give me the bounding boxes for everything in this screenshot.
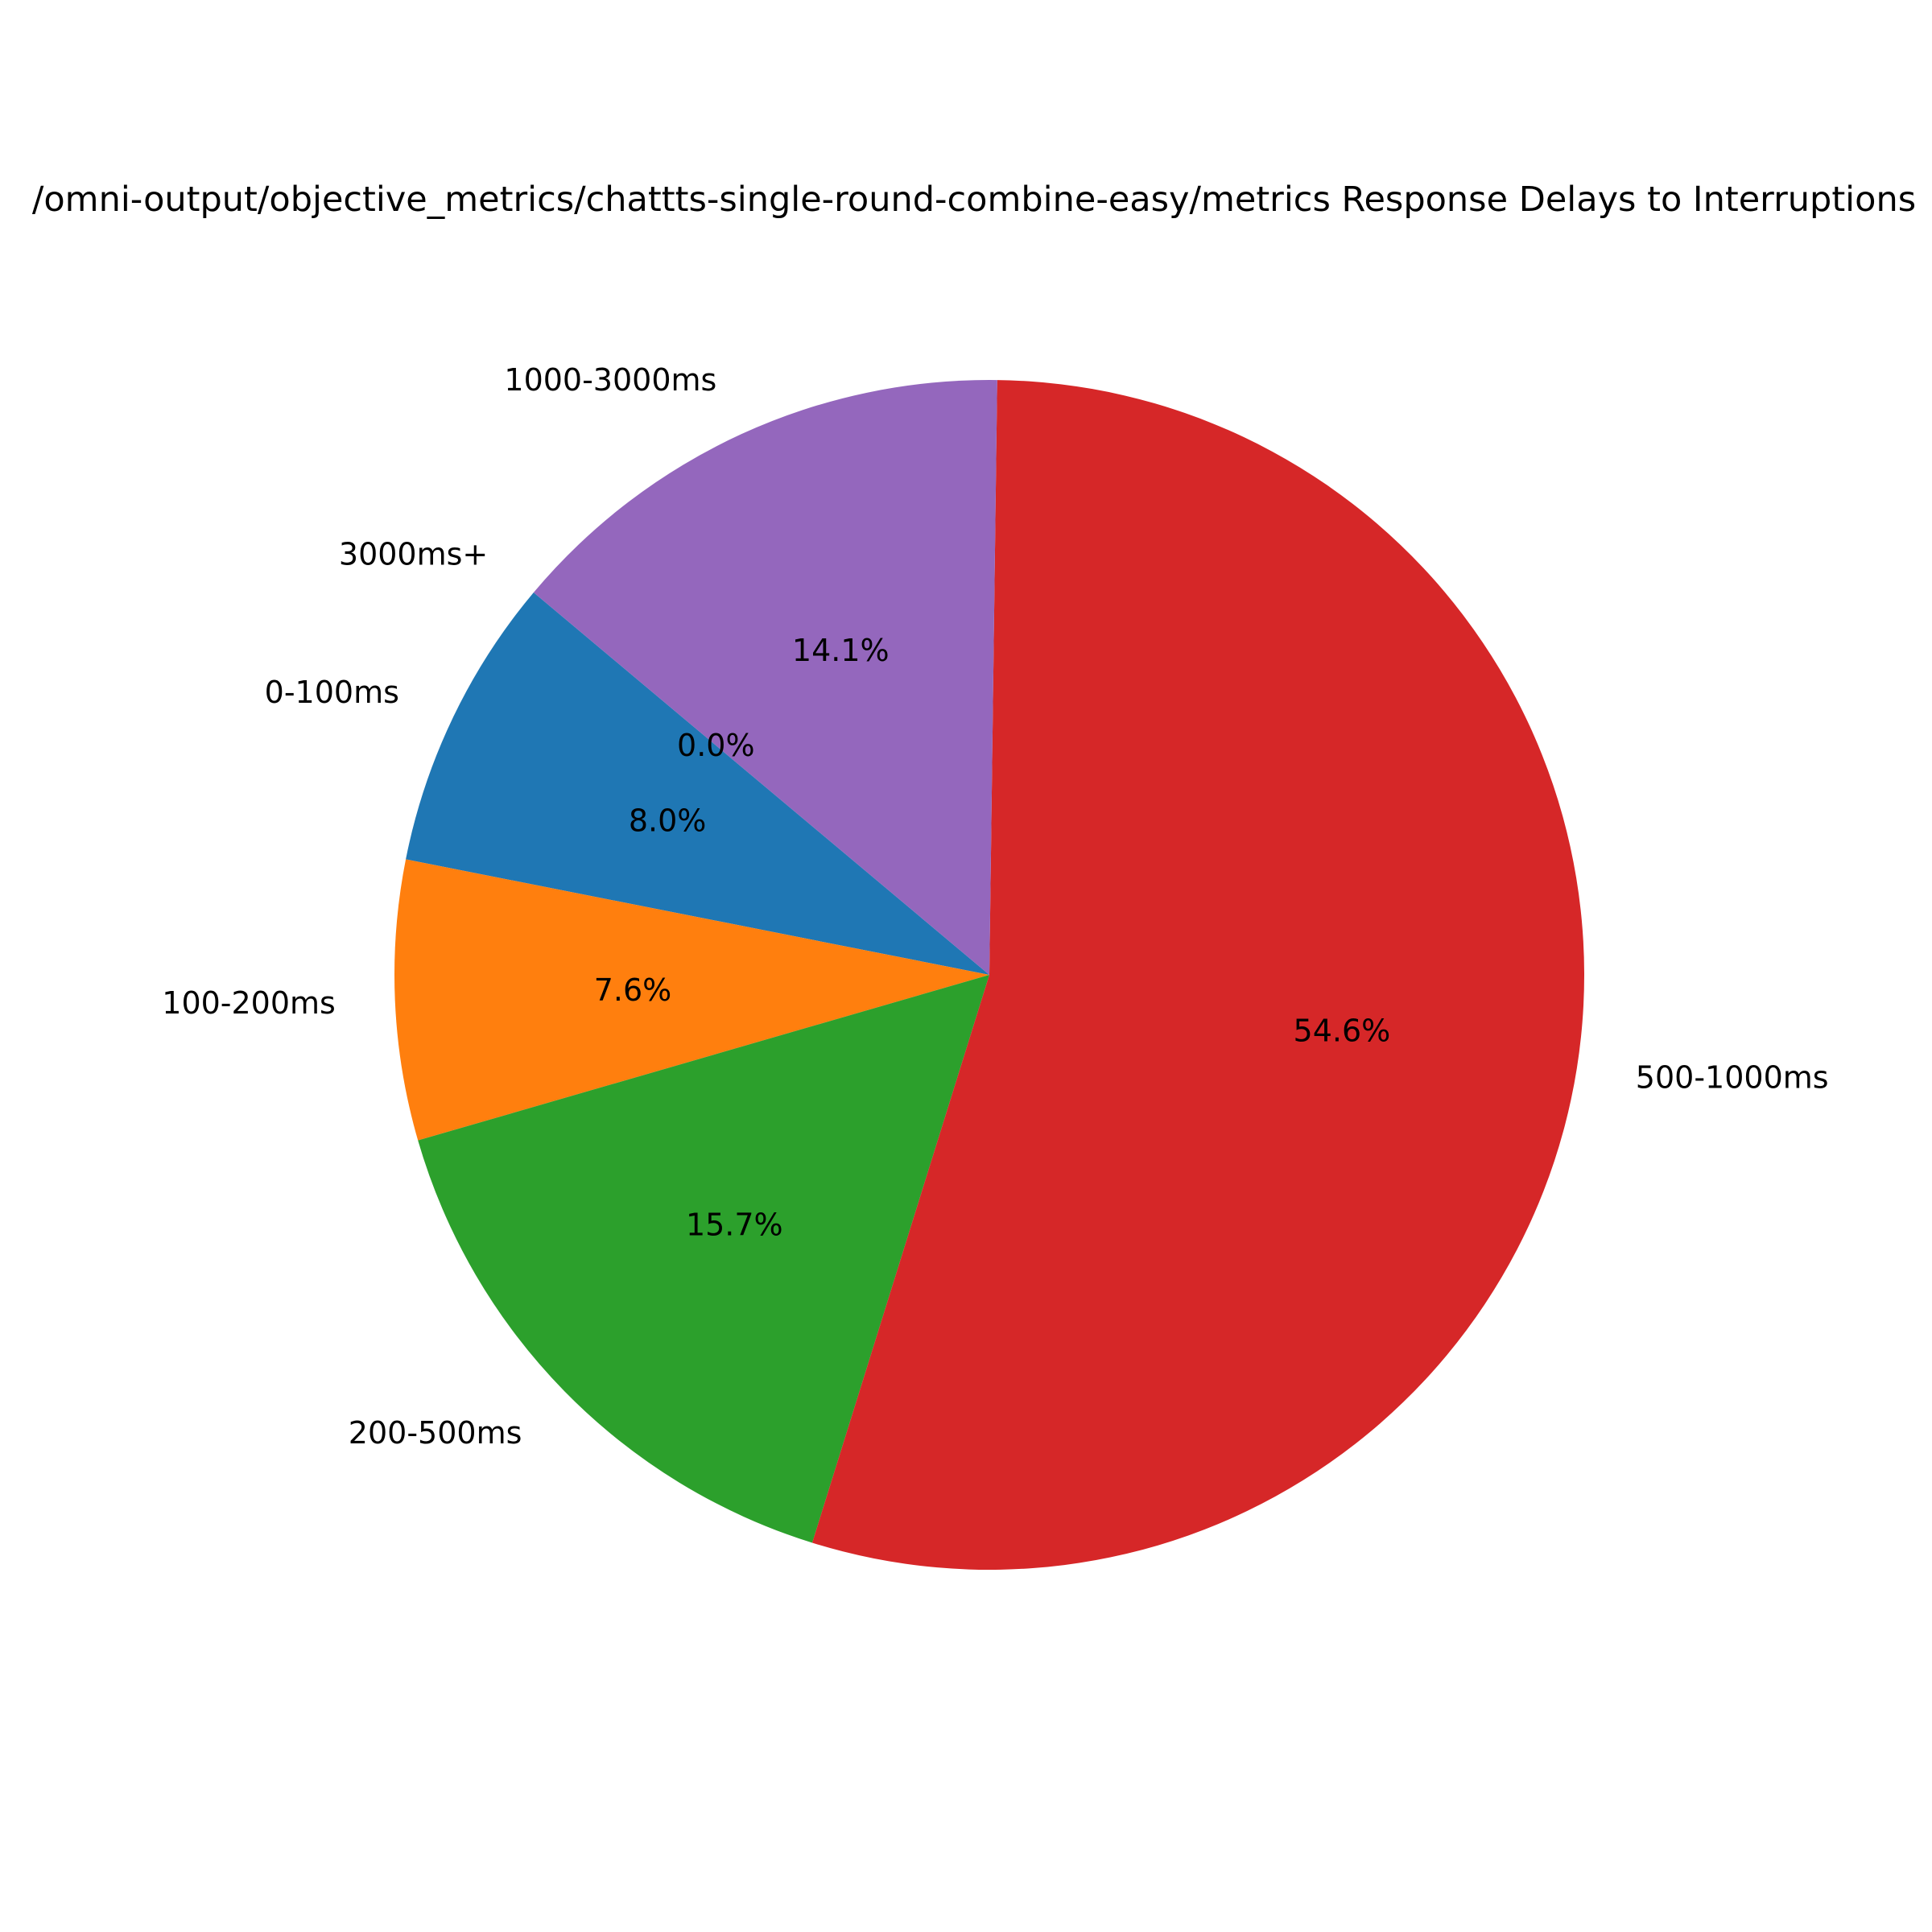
slice-label-0-100ms: 0-100ms <box>265 675 399 710</box>
pie-slices <box>394 380 1585 1571</box>
slice-label-100-200ms: 100-200ms <box>162 985 336 1021</box>
pie-slice-0-100ms <box>406 592 990 975</box>
slice-label-1000-3000ms: 1000-3000ms <box>504 362 716 398</box>
chart-title: /omni-output/objective_metrics/chattts-s… <box>32 180 1916 220</box>
pie-labels: 0-100ms 8.0% 100-200ms 7.6% 200-500ms 15.7% 50… <box>162 362 1828 1451</box>
slice-label-3000ms: 3000ms+ <box>339 536 488 572</box>
slice-pct-3000ms: 0.0% <box>677 728 755 763</box>
slice-label-500-1000ms: 500-1000ms <box>1636 1060 1829 1096</box>
pie-slice-1000-3000ms <box>533 380 997 975</box>
pie-slice-500-1000ms <box>811 380 1585 1571</box>
slice-pct-500-1000ms: 54.6% <box>1294 1013 1391 1049</box>
slice-pct-0-100ms: 8.0% <box>629 803 707 838</box>
pie-slice-200-500ms <box>418 975 989 1543</box>
slice-pct-100-200ms: 7.6% <box>594 972 672 1008</box>
pie-slice-100-200ms <box>394 859 989 1141</box>
slice-label-200-500ms: 200-500ms <box>349 1415 522 1451</box>
slice-pct-200-500ms: 15.7% <box>686 1207 783 1242</box>
slice-pct-1000-3000ms: 14.1% <box>792 633 890 668</box>
